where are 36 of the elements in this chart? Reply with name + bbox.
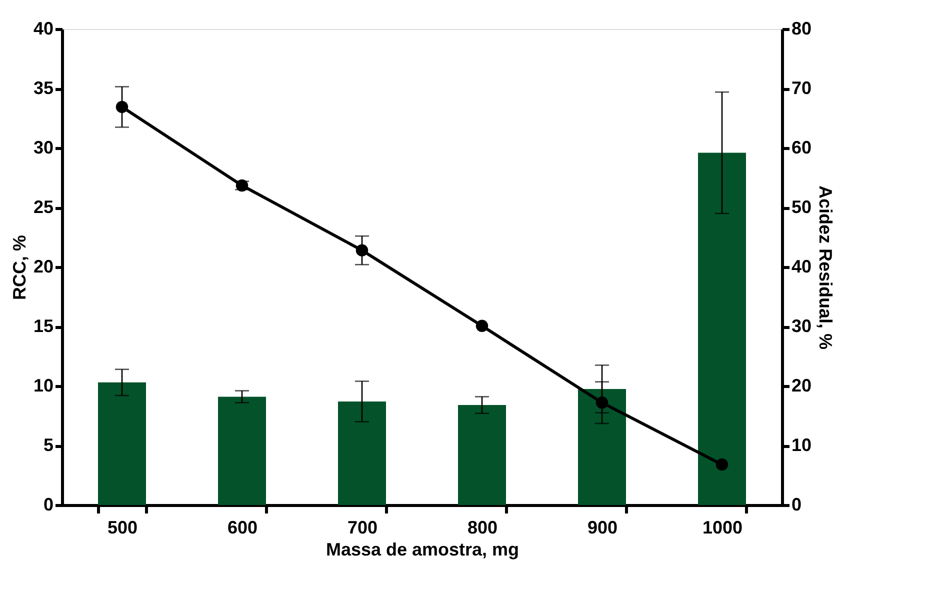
bar bbox=[338, 401, 386, 505]
x-tick-label: 1000 bbox=[702, 518, 743, 538]
point bbox=[716, 458, 728, 471]
y2-tick-label: 10 bbox=[792, 435, 812, 455]
x-tick-label: 700 bbox=[347, 518, 378, 538]
point bbox=[116, 100, 128, 114]
y2-axis-title: Acidez Residual, % bbox=[816, 185, 836, 350]
bar bbox=[218, 396, 266, 505]
x-axis-title: Massa de amostra, mg bbox=[326, 540, 520, 560]
y-tick-label: 5 bbox=[43, 435, 54, 455]
y2-tick-label: 20 bbox=[792, 376, 812, 396]
x-tick-label: 500 bbox=[107, 518, 138, 538]
point bbox=[476, 320, 488, 332]
y-tick-label: 30 bbox=[33, 138, 54, 158]
bar bbox=[578, 388, 626, 505]
y2-tick-label: 70 bbox=[792, 78, 812, 98]
y-tick-label: 20 bbox=[33, 256, 54, 276]
x-tick-label: 900 bbox=[587, 518, 618, 538]
x-tick-label: 600 bbox=[227, 518, 258, 538]
y-tick-label: 35 bbox=[33, 78, 54, 98]
y2-tick-label: 0 bbox=[792, 494, 802, 514]
bar bbox=[458, 405, 506, 505]
y-tick-label: 25 bbox=[33, 197, 54, 217]
y-tick-label: 40 bbox=[33, 18, 54, 38]
y-tick-label: 0 bbox=[43, 494, 54, 514]
bar bbox=[698, 152, 746, 505]
y-tick-label: 10 bbox=[33, 376, 54, 396]
y2-tick-label: 50 bbox=[792, 197, 812, 217]
y2-tick-label: 60 bbox=[792, 138, 812, 158]
y2-tick-label: 30 bbox=[792, 316, 812, 336]
x-tick-label: 800 bbox=[467, 518, 498, 538]
y2-tick-label: 80 bbox=[792, 18, 812, 38]
y-axis-title: RCC, % bbox=[9, 234, 30, 300]
bar bbox=[98, 382, 146, 505]
y-tick-label: 15 bbox=[33, 316, 54, 336]
y2-tick-label: 40 bbox=[792, 256, 812, 276]
